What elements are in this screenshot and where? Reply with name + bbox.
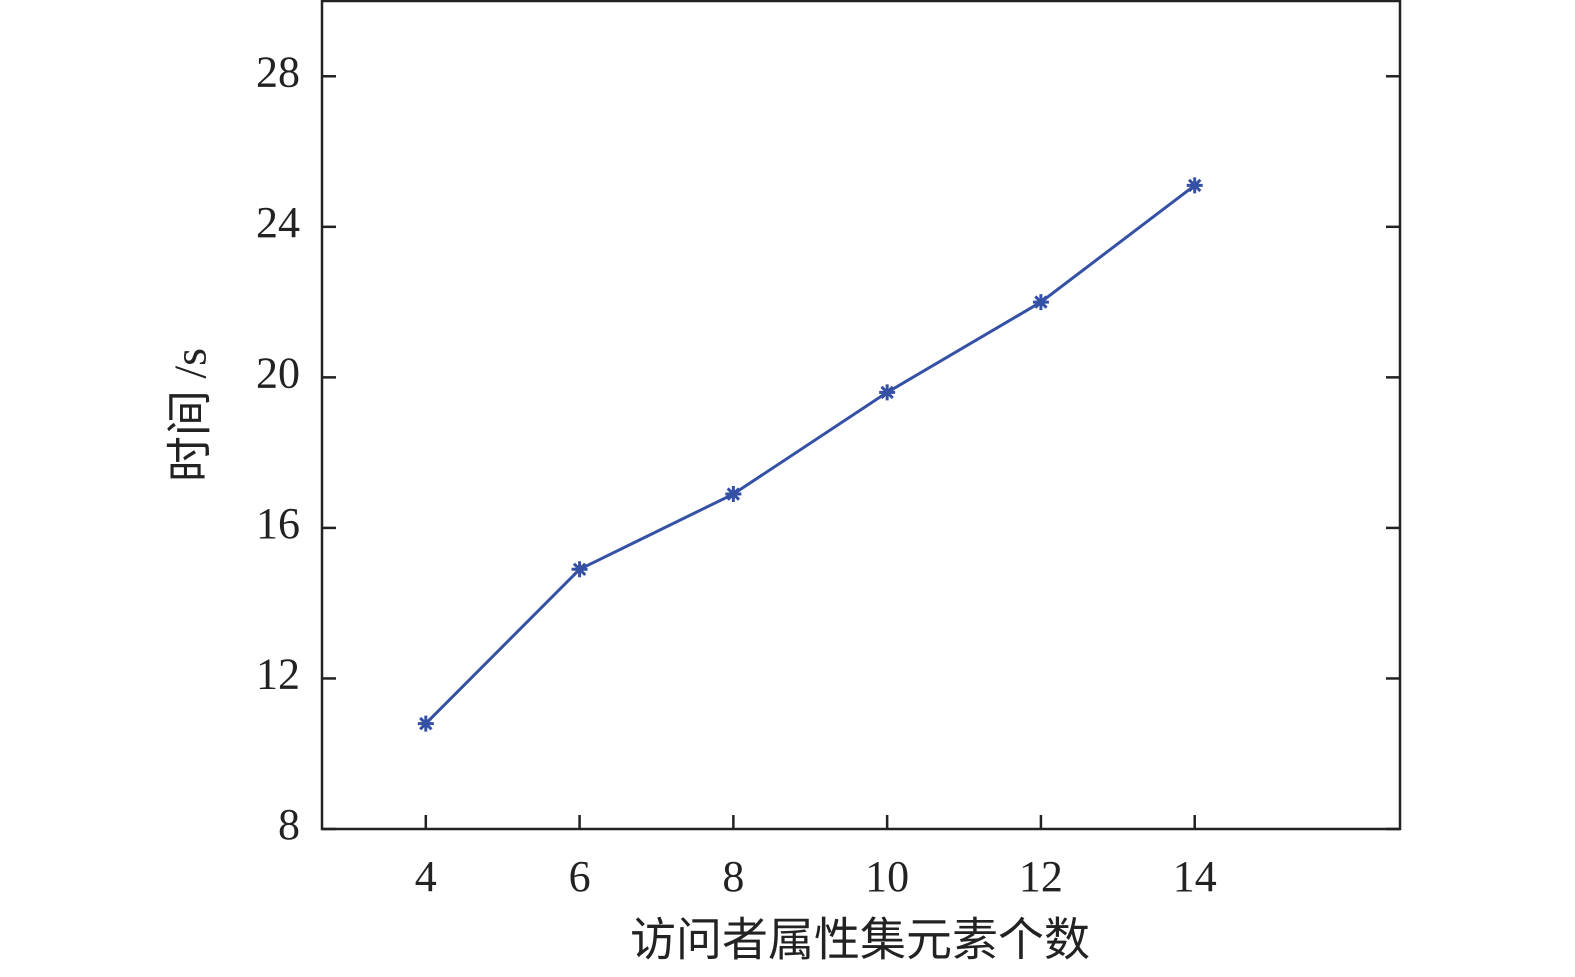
y-tick-label: 20 <box>256 348 300 397</box>
y-tick-label: 28 <box>256 47 300 96</box>
plot-frame <box>320 0 1402 831</box>
y-tick-label: 12 <box>256 650 300 699</box>
x-tick-label: 6 <box>569 852 591 901</box>
marker <box>1032 294 1049 311</box>
y-tick-label: 8 <box>278 800 300 849</box>
marker <box>417 715 434 732</box>
series-line <box>424 184 1196 725</box>
marker <box>725 486 742 503</box>
x-tick-label: 8 <box>722 852 744 901</box>
x-tick-label: 12 <box>1019 852 1063 901</box>
x-tick-label: 4 <box>415 852 437 901</box>
x-tick-label: 14 <box>1173 852 1217 901</box>
y-tick-label: 16 <box>256 499 300 548</box>
marker <box>1186 177 1203 194</box>
x-axis-label: 访问者属性集元素个数 <box>630 915 1090 966</box>
marker <box>571 561 588 578</box>
y-tick-label: 24 <box>256 198 300 247</box>
x-tick-label: 10 <box>865 852 909 901</box>
marker <box>879 384 896 401</box>
y-axis-label: 时间 /s <box>165 348 216 482</box>
